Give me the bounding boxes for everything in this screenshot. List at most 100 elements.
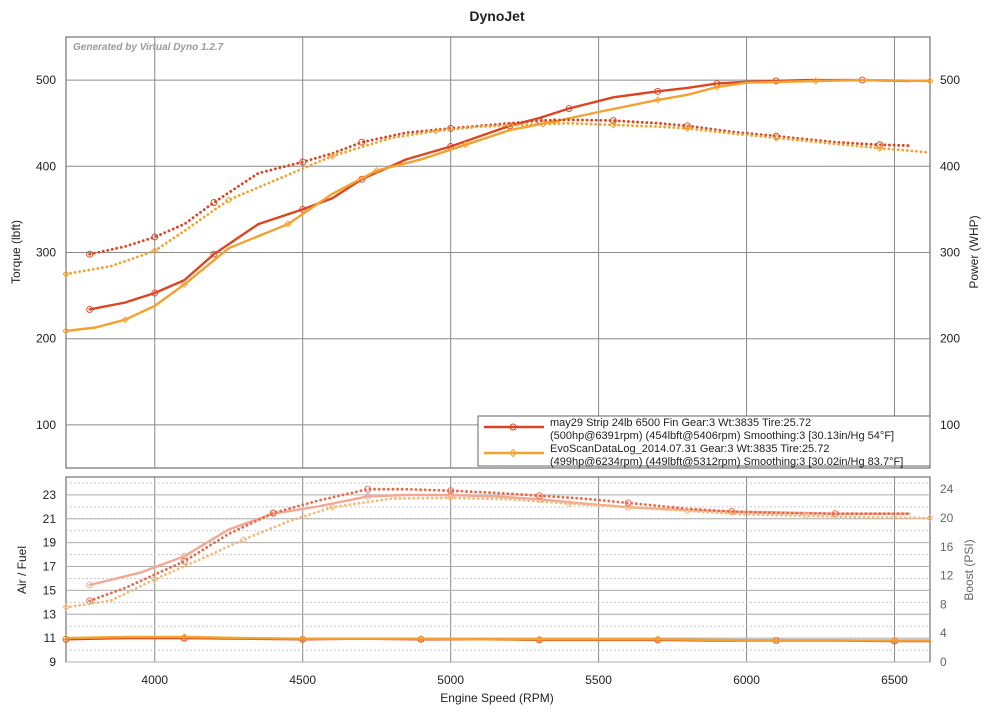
data-point xyxy=(565,105,573,112)
power-tick-label: 500 xyxy=(940,73,960,87)
data-point xyxy=(299,635,307,643)
afr-tick-label: 15 xyxy=(43,583,57,597)
legend-swatch-marker-run1 xyxy=(509,423,517,431)
data-point xyxy=(926,514,934,522)
legend: may29 Strip 24lb 6500 Fin Gear:3 Wt:3835… xyxy=(477,415,931,468)
afr-tick-label: 19 xyxy=(43,536,57,550)
data-point xyxy=(62,603,70,611)
torque-tick-label: 500 xyxy=(36,73,56,87)
series-line xyxy=(88,487,911,603)
power-tick-label: 400 xyxy=(940,159,960,173)
boost-tick-label: 12 xyxy=(940,569,954,583)
top-panel: 100 100 200 200 300 300 400 400 500 500 Generated… xyxy=(9,36,981,469)
data-point xyxy=(728,508,736,516)
data-point xyxy=(876,144,884,152)
data-point xyxy=(328,503,336,511)
data-point xyxy=(654,87,662,95)
series-run2-torque xyxy=(62,120,932,278)
x-tick-labels: 4000 4500 5000 5500 6000 6500 xyxy=(141,673,908,687)
data-point xyxy=(772,636,780,645)
legend-run2-line2: (499hp@6234rpm) (449lbft@5312rpm) Smooth… xyxy=(550,456,903,468)
chart-title: DynoJet xyxy=(469,8,525,24)
series-run1-torque xyxy=(86,117,911,258)
data-point xyxy=(86,305,94,313)
data-point xyxy=(151,247,159,255)
afr-axis-title: Air / Fuel xyxy=(15,546,29,594)
data-point xyxy=(772,134,780,142)
data-point xyxy=(62,270,70,278)
data-point xyxy=(432,127,440,135)
torque-tick-label: 300 xyxy=(36,246,56,260)
data-point xyxy=(284,220,292,228)
x-tick-label: 6000 xyxy=(733,673,760,687)
data-point xyxy=(535,492,543,500)
legend-box xyxy=(477,415,931,467)
data-point xyxy=(539,120,547,128)
boost-axis-title: Boost (PSI) xyxy=(962,539,976,600)
data-point xyxy=(328,152,336,160)
series-line xyxy=(64,121,932,276)
data-point xyxy=(62,327,70,335)
series-line xyxy=(64,78,932,333)
afr-tick-label: 13 xyxy=(43,607,57,621)
data-point xyxy=(609,121,618,129)
data-point xyxy=(447,494,455,502)
afr-tick-label: 21 xyxy=(43,512,57,526)
bottom-tick-labels: 9 11 13 15 17 19 21 23 0 4 8 12 16 20 24 xyxy=(43,482,954,669)
data-point xyxy=(269,509,277,517)
generated-by-label: Generated by Virtual Dyno 1.2.7 xyxy=(73,42,224,53)
power-axis-title: Power (WHP) xyxy=(967,215,981,288)
series-line xyxy=(64,635,932,642)
top-tick-labels: 100 100 200 200 300 300 400 400 500 500 xyxy=(36,73,960,432)
afr-tick-label: 23 xyxy=(43,488,57,502)
boost-tick-label: 8 xyxy=(940,597,947,611)
data-point xyxy=(565,499,573,508)
afr-tick-label: 9 xyxy=(49,655,56,669)
power-tick-label: 300 xyxy=(940,246,960,260)
torque-tick-label: 200 xyxy=(36,332,56,346)
legend-run1-line2: (500hp@6391rpm) (454lbft@5406rpm) Smooth… xyxy=(550,430,894,442)
data-point xyxy=(180,557,188,565)
data-point xyxy=(299,158,307,166)
data-point xyxy=(890,636,899,645)
data-point xyxy=(683,507,692,515)
x-tick-label: 5000 xyxy=(437,673,464,687)
data-point xyxy=(358,138,366,146)
x-tick-label: 4000 xyxy=(141,673,168,687)
torque-axis-title: Torque (lbft) xyxy=(9,220,23,284)
boost-tick-label: 0 xyxy=(940,655,947,669)
data-point xyxy=(373,166,381,175)
afr-tick-label: 11 xyxy=(44,631,57,645)
series-line xyxy=(88,493,911,587)
data-point xyxy=(535,635,544,643)
data-point xyxy=(151,233,159,241)
x-tick-label: 4500 xyxy=(289,673,316,687)
afr-tick-label: 17 xyxy=(43,560,57,574)
data-point xyxy=(180,552,188,560)
data-point xyxy=(86,250,94,258)
legend-run2-line1: EvoScanDataLog_2014.07.31 Gear:3 Wt:3835… xyxy=(550,443,829,455)
series-line xyxy=(64,496,932,609)
data-point xyxy=(417,635,425,643)
data-point xyxy=(812,77,820,85)
data-point xyxy=(926,77,934,85)
legend-run1-line1: may29 Strip 24lb 6500 Fin Gear:3 Wt:3835… xyxy=(550,417,811,429)
data-point xyxy=(772,132,780,140)
bottom-plot-frame xyxy=(65,476,931,663)
data-point xyxy=(609,117,617,125)
power-tick-label: 200 xyxy=(940,332,960,346)
data-point xyxy=(802,512,810,520)
data-point xyxy=(364,492,372,500)
data-point xyxy=(713,83,721,91)
data-point xyxy=(151,575,159,583)
data-point xyxy=(62,635,70,643)
bottom-panel: 9 11 13 15 17 19 21 23 0 4 8 12 16 20 24 Air / Fuel Bo… xyxy=(15,476,976,669)
top-series-group xyxy=(62,76,934,335)
data-point xyxy=(239,535,248,544)
boost-tick-label: 20 xyxy=(940,511,954,525)
boost-tick-label: 4 xyxy=(940,626,947,640)
data-point xyxy=(447,487,455,495)
bottom-gridlines xyxy=(66,477,930,663)
series-run2-boost-dotted xyxy=(62,494,934,611)
